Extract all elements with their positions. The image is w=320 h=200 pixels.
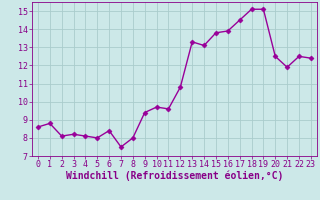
X-axis label: Windchill (Refroidissement éolien,°C): Windchill (Refroidissement éolien,°C) (66, 171, 283, 181)
